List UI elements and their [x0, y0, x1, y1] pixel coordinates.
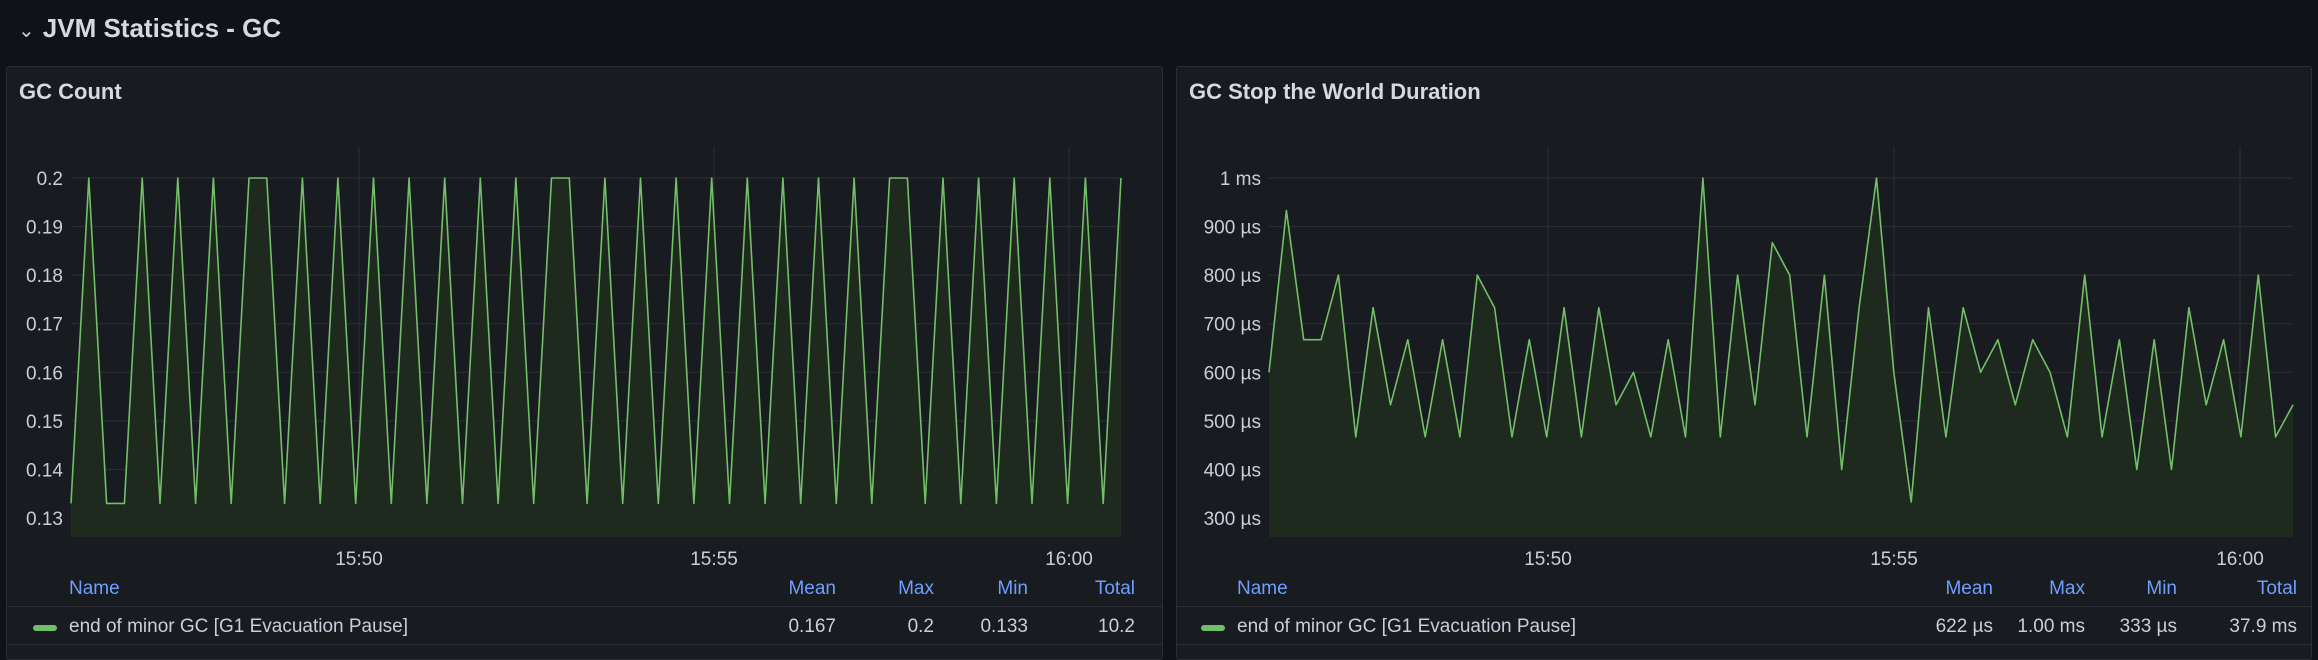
series-mean: 622 µs — [1935, 616, 1993, 637]
series-name[interactable]: end of minor GC [G1 Evacuation Pause] — [69, 616, 409, 637]
y-tick-label: 0.14 — [26, 460, 63, 481]
y-tick-label: 600 µs — [1204, 363, 1261, 384]
gc-stw-duration-chart: 1 ms 900 µs 800 µs 700 µs 600 µs 500 µs 400 µs… — [1204, 147, 2294, 570]
chevron-down-icon[interactable]: ⌄ — [18, 19, 35, 42]
legend-header: Name Mean Max Min Total — [7, 572, 1162, 607]
y-tick-label: 0.2 — [37, 169, 63, 190]
series-mean: 0.167 — [788, 616, 836, 637]
legend-row[interactable]: end of minor GC [G1 Evacuation Pause] 0.… — [7, 608, 1162, 645]
x-tick-label: 16:00 — [2216, 549, 2264, 570]
legend-col-total[interactable]: Total — [2256, 578, 2297, 599]
legend-row[interactable]: end of minor GC [G1 Evacuation Pause] 62… — [1177, 608, 2311, 645]
series-color-swatch[interactable] — [33, 625, 57, 631]
gc-stw-duration-panel[interactable]: GC Stop the World Duration 1 ms 900 µs 800… — [1176, 66, 2312, 660]
x-tick-label: 16:00 — [1045, 549, 1093, 570]
legend-col-mean[interactable]: Mean — [1945, 578, 1993, 599]
legend-col-mean[interactable]: Mean — [788, 578, 836, 599]
legend-header: Name Mean Max Min Total — [1177, 572, 2311, 607]
y-tick-label: 1 ms — [1220, 169, 1261, 190]
y-tick-label: 400 µs — [1204, 460, 1261, 481]
y-tick-label: 300 µs — [1204, 509, 1261, 530]
gc-count-panel[interactable]: GC Count 0.2 0.19 0.18 0.17 0.16 0.15 0.14 0.13… — [6, 66, 1163, 660]
y-tick-label: 0.15 — [26, 412, 63, 433]
row-title: JVM Statistics - GC — [42, 12, 282, 43]
y-tick-label: 900 µs — [1204, 218, 1261, 239]
y-tick-label: 0.18 — [26, 266, 63, 287]
gc-count-chart: 0.2 0.19 0.18 0.17 0.16 0.15 0.14 0.13 15:50 15:5… — [26, 147, 1122, 570]
legend-col-name[interactable]: Name — [69, 578, 120, 599]
series-min: 333 µs — [2119, 616, 2177, 637]
series-line[interactable] — [70, 177, 1122, 505]
series-min: 0.133 — [980, 616, 1028, 637]
series-color-swatch[interactable] — [1201, 625, 1225, 631]
x-tick-label: 15:50 — [1524, 549, 1572, 570]
legend-col-total[interactable]: Total — [1094, 578, 1135, 599]
legend-col-name[interactable]: Name — [1237, 578, 1288, 599]
series-name[interactable]: end of minor GC [G1 Evacuation Pause] — [1237, 616, 1577, 637]
legend-col-max[interactable]: Max — [2049, 578, 2085, 599]
panel-title: GC Count — [19, 79, 122, 104]
x-tick-label: 15:55 — [1870, 549, 1918, 570]
y-tick-label: 700 µs — [1204, 315, 1261, 336]
legend-col-min[interactable]: Min — [2146, 578, 2177, 599]
series-area-fill — [1269, 178, 2293, 537]
y-tick-label: 0.13 — [26, 509, 63, 530]
series-total: 37.9 ms — [2229, 616, 2297, 637]
legend-col-max[interactable]: Max — [898, 578, 934, 599]
legend-col-min[interactable]: Min — [997, 578, 1028, 599]
x-tick-label: 15:55 — [690, 549, 738, 570]
series-area-fill — [71, 178, 1121, 537]
y-tick-label: 0.16 — [26, 363, 63, 384]
series-total: 10.2 — [1098, 616, 1135, 637]
series-line[interactable] — [1268, 177, 2294, 503]
y-tick-label: 0.17 — [26, 315, 63, 336]
series-max: 1.00 ms — [2017, 616, 2085, 637]
y-tick-label: 0.19 — [26, 218, 63, 239]
series-max: 0.2 — [907, 616, 934, 637]
row-header[interactable]: ⌄ JVM Statistics - GC — [0, 0, 2318, 56]
x-tick-label: 15:50 — [335, 549, 383, 570]
panel-title: GC Stop the World Duration — [1189, 79, 1481, 104]
y-tick-label: 500 µs — [1204, 412, 1261, 433]
y-tick-label: 800 µs — [1204, 266, 1261, 287]
